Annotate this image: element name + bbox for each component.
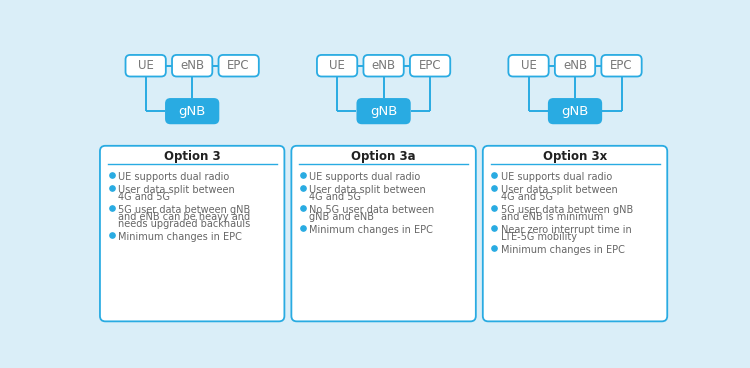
Text: LTE-5G mobility: LTE-5G mobility xyxy=(501,232,577,242)
Text: needs upgraded backhauls: needs upgraded backhauls xyxy=(118,219,250,229)
Text: gNB: gNB xyxy=(370,105,398,118)
FancyBboxPatch shape xyxy=(602,55,642,77)
Text: gNB and eNB: gNB and eNB xyxy=(309,212,374,222)
Text: Near zero interrupt time in: Near zero interrupt time in xyxy=(501,225,632,235)
FancyBboxPatch shape xyxy=(218,55,259,77)
Text: No 5G user data between: No 5G user data between xyxy=(309,205,434,215)
FancyBboxPatch shape xyxy=(483,146,668,321)
FancyBboxPatch shape xyxy=(317,55,357,77)
Text: UE: UE xyxy=(138,59,154,72)
Text: Option 3a: Option 3a xyxy=(351,150,416,163)
Text: Option 3x: Option 3x xyxy=(543,150,608,163)
Text: Minimum changes in EPC: Minimum changes in EPC xyxy=(118,232,242,242)
Text: and eNB can be heavy and: and eNB can be heavy and xyxy=(118,212,250,222)
Text: UE: UE xyxy=(329,59,345,72)
FancyBboxPatch shape xyxy=(100,146,284,321)
Text: gNB: gNB xyxy=(561,105,589,118)
Text: User data split between: User data split between xyxy=(309,185,426,195)
FancyBboxPatch shape xyxy=(125,55,166,77)
Text: UE supports dual radio: UE supports dual radio xyxy=(118,172,229,182)
Text: gNB: gNB xyxy=(178,105,206,118)
FancyBboxPatch shape xyxy=(364,55,404,77)
Text: 5G user data between gNB: 5G user data between gNB xyxy=(501,205,633,215)
FancyBboxPatch shape xyxy=(172,55,212,77)
Text: and eNB is minimum: and eNB is minimum xyxy=(501,212,603,222)
Text: 4G and 5G: 4G and 5G xyxy=(309,192,362,202)
Text: Minimum changes in EPC: Minimum changes in EPC xyxy=(309,225,433,235)
Text: EPC: EPC xyxy=(227,59,250,72)
Text: User data split between: User data split between xyxy=(501,185,617,195)
Text: EPC: EPC xyxy=(610,59,633,72)
Text: eNB: eNB xyxy=(563,59,587,72)
Text: 4G and 5G: 4G and 5G xyxy=(118,192,170,202)
Text: eNB: eNB xyxy=(371,59,396,72)
FancyBboxPatch shape xyxy=(165,98,219,124)
Text: UE: UE xyxy=(520,59,536,72)
Text: UE supports dual radio: UE supports dual radio xyxy=(501,172,612,182)
FancyBboxPatch shape xyxy=(356,98,411,124)
Text: 5G user data between gNB: 5G user data between gNB xyxy=(118,205,250,215)
Text: Minimum changes in EPC: Minimum changes in EPC xyxy=(501,245,625,255)
Text: Option 3: Option 3 xyxy=(164,150,220,163)
FancyBboxPatch shape xyxy=(555,55,596,77)
Text: 4G and 5G: 4G and 5G xyxy=(501,192,553,202)
FancyBboxPatch shape xyxy=(291,146,476,321)
Text: EPC: EPC xyxy=(419,59,442,72)
Text: User data split between: User data split between xyxy=(118,185,235,195)
FancyBboxPatch shape xyxy=(410,55,450,77)
FancyBboxPatch shape xyxy=(509,55,549,77)
Text: eNB: eNB xyxy=(180,59,204,72)
FancyBboxPatch shape xyxy=(548,98,602,124)
Text: UE supports dual radio: UE supports dual radio xyxy=(309,172,421,182)
